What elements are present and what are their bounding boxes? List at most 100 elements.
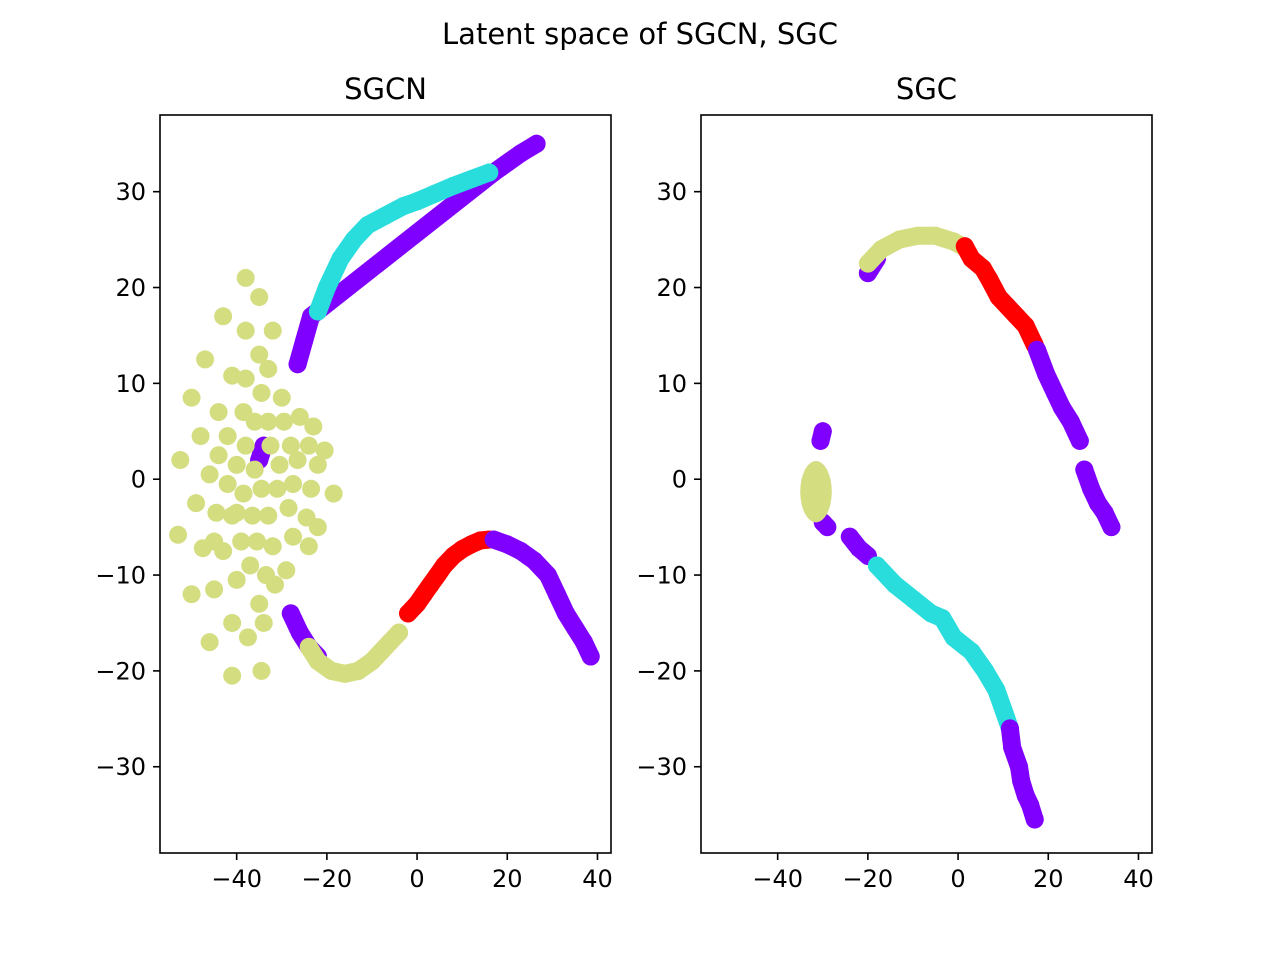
sgcn-point-purple [511,144,530,163]
sgc-point-cyan [903,590,922,609]
sgcn-point-khaki [236,268,255,287]
sgc-point-cyan [867,556,886,575]
sgcn-series-0-purple [288,134,546,374]
sgc-point-purple [1003,738,1022,757]
sgcn-point-khaki [243,506,262,525]
sgc-point-purple [1025,810,1044,829]
sgcn-point-khaki [284,527,303,546]
sgcn-point-khaki [182,585,201,604]
sgcn-series-4-khaki [299,623,409,683]
sgc-x-tick-label: −20 [843,865,894,893]
sgcn-point-purple [295,331,314,350]
sgcn-point-khaki [232,532,251,551]
sgc-axes-frame [700,114,1153,854]
sgcn-point-khaki [227,570,246,589]
sgcn-point-khaki [223,613,242,632]
sgc-x-tick-label: 20 [1033,865,1064,893]
sgc-point-red [980,270,999,289]
sgcn-point-khaki [266,575,285,594]
sgc-point-purple [1061,412,1080,431]
sgc-point-khaki [908,226,927,245]
sgc-point-khaki [858,254,877,273]
sgcn-point-khaki [263,321,282,340]
sgcn-title: SGCN [344,72,427,106]
sgcn-point-purple [525,551,544,570]
sgcn-series-6-purple [484,530,600,666]
sgcn-point-khaki [236,321,255,340]
sgcn-point-khaki [259,412,278,431]
sgcn-series-7-khaki [169,268,343,685]
sgc-point-khaki [890,230,909,249]
sgcn-point-khaki [252,383,271,402]
sgcn-point-purple [574,633,593,652]
sgcn-point-khaki [171,451,190,470]
sgc-x-tick-label: 40 [1123,865,1154,893]
sgcn-point-khaki [259,506,278,525]
sgcn-point-khaki [304,417,323,436]
sgcn-point-khaki [284,475,303,493]
sgcn-point-khaki [275,412,294,431]
sgc-point-purple [1075,460,1094,479]
sgc-series-9-cyan [867,556,1019,738]
sgcn-point-khaki [245,412,264,431]
sgcn-point-khaki [299,637,318,656]
sgcn-panel: SGCN −40 −20 0 20 40 −30 −20 −10 0 10 20 30 [95,72,612,893]
sgcn-point-khaki [263,537,282,556]
sgcn-point-purple [511,542,530,561]
sgcn-y-tick-label: −30 [95,753,146,781]
sgcn-plot-area [169,134,600,685]
sgcn-point-purple [498,535,517,554]
sgcn-point-khaki [218,427,237,446]
sgcn-point-khaki [315,441,334,460]
sgcn-series-5-red [399,530,499,623]
sgcn-point-cyan [444,176,463,195]
sgc-title: SGC [896,72,957,106]
sgcn-x-tick-label: −40 [211,865,262,893]
sgc-series-2-red [955,237,1044,355]
sgcn-point-cyan [331,249,350,268]
sgc-series-5-purple [811,422,832,450]
sgc-series-3-purple [1027,340,1089,450]
sgcn-point-khaki [205,580,224,599]
sgc-point-cyan [944,628,963,647]
sgcn-point-khaki [209,403,228,422]
sgc-point-purple [1009,757,1028,776]
sgcn-y-tick-label: 20 [115,274,146,302]
sgcn-point-purple [288,355,307,374]
sgcn-point-khaki [250,594,269,613]
sgcn-point-khaki [236,369,255,388]
sgcn-point-khaki [272,388,291,407]
sgcn-point-khaki [238,628,257,647]
sgcn-point-khaki [247,532,266,551]
sgcn-point-khaki [277,561,296,580]
sgcn-point-khaki [223,666,242,685]
sgc-panel: SGC −40 −20 0 20 40 −30 −20 −10 0 10 20 30 [636,72,1153,893]
sgcn-point-khaki [223,506,242,525]
sgcn-point-purple [527,134,546,153]
sgcn-point-khaki [252,479,271,498]
sgcn-point-cyan [394,197,413,216]
sgc-point-purple [1102,518,1121,537]
sgcn-point-khaki [218,475,237,493]
sgcn-point-khaki [223,366,242,385]
sgcn-point-khaki [299,537,318,556]
sgc-plot-area [800,226,1121,829]
sgcn-point-khaki [290,407,309,426]
sgcn-point-khaki [324,484,343,503]
sgc-point-purple [811,431,830,450]
sgc-point-purple [1082,479,1101,498]
sgcn-point-purple [484,530,503,549]
sgcn-point-khaki [196,350,215,369]
sgcn-point-cyan [358,216,377,235]
sgc-point-khaki [872,240,891,259]
sgcn-point-khaki [288,451,307,470]
sgcn-point-khaki [250,288,269,307]
sgcn-point-cyan [426,184,445,203]
sgcn-point-khaki [252,661,271,680]
sgcn-point-cyan [376,206,395,225]
sgcn-y-tick-label: −20 [95,657,146,685]
sgcn-point-khaki [234,484,253,503]
sgcn-point-khaki [236,436,255,455]
sgcn-point-khaki [187,494,206,513]
